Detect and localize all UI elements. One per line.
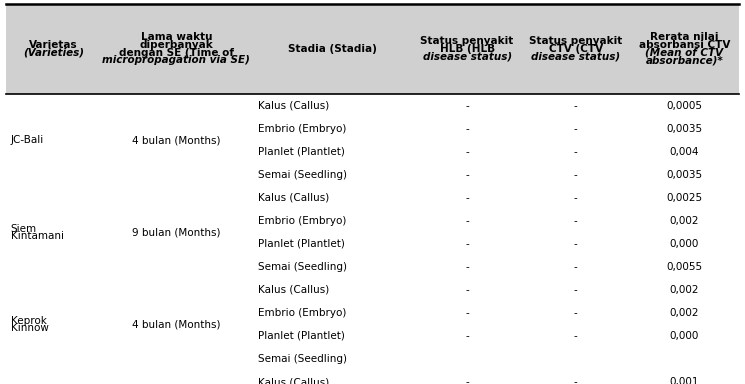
Text: Keprok: Keprok (10, 316, 47, 326)
Text: -: - (574, 124, 577, 134)
Text: -: - (465, 331, 469, 341)
Text: 0,002: 0,002 (670, 216, 699, 226)
Text: -: - (574, 239, 577, 249)
Text: -: - (574, 308, 577, 318)
Text: -: - (574, 193, 577, 203)
Text: 4 bulan (Months): 4 bulan (Months) (132, 135, 221, 145)
Text: -: - (465, 262, 469, 272)
Text: disease status): disease status) (422, 51, 512, 62)
Text: Status penyakit: Status penyakit (420, 36, 514, 46)
Text: Kinnow: Kinnow (10, 323, 48, 333)
Text: -: - (574, 101, 577, 111)
Text: Semai (Seedling): Semai (Seedling) (258, 262, 347, 272)
Text: 0,0005: 0,0005 (667, 101, 703, 111)
Text: -: - (465, 377, 469, 384)
Text: 0,001: 0,001 (670, 377, 699, 384)
Text: Semai (Seedling): Semai (Seedling) (258, 354, 347, 364)
Text: Kintamani: Kintamani (10, 231, 64, 241)
Text: Stadia (Stadia): Stadia (Stadia) (288, 44, 377, 54)
Text: -: - (465, 170, 469, 180)
Text: -: - (465, 147, 469, 157)
Text: -: - (465, 124, 469, 134)
Text: -: - (574, 285, 577, 295)
Text: 0,0035: 0,0035 (666, 124, 703, 134)
Text: (Varieties): (Varieties) (23, 48, 84, 58)
Text: Planlet (Plantlet): Planlet (Plantlet) (258, 239, 345, 249)
Text: diperbanyak: diperbanyak (139, 40, 213, 50)
Text: Kalus (Callus): Kalus (Callus) (258, 285, 329, 295)
Text: -: - (465, 308, 469, 318)
Text: Planlet (Plantlet): Planlet (Plantlet) (258, 331, 345, 341)
Text: Embrio (Embryo): Embrio (Embryo) (258, 308, 346, 318)
Text: Varietas: Varietas (29, 40, 78, 50)
Text: JC-Bali: JC-Bali (10, 135, 44, 145)
Text: -: - (574, 377, 577, 384)
Text: 0,0055: 0,0055 (666, 262, 703, 272)
Text: -: - (465, 193, 469, 203)
Text: 0,000: 0,000 (670, 239, 699, 249)
Text: Kalus (Callus): Kalus (Callus) (258, 193, 329, 203)
Text: Embrio (Embryo): Embrio (Embryo) (258, 124, 346, 134)
Text: -: - (465, 101, 469, 111)
Text: -: - (574, 170, 577, 180)
Text: CTV (CTV: CTV (CTV (548, 44, 603, 54)
Text: Rerata nilai: Rerata nilai (650, 32, 719, 43)
Text: 0,0025: 0,0025 (666, 193, 703, 203)
Text: 4 bulan (Months): 4 bulan (Months) (132, 319, 221, 329)
Text: Embrio (Embryo): Embrio (Embryo) (258, 216, 346, 226)
Text: -: - (465, 239, 469, 249)
Text: micropropagation via SE): micropropagation via SE) (103, 55, 250, 66)
Text: Lama waktu: Lama waktu (141, 32, 212, 43)
Text: 0,002: 0,002 (670, 285, 699, 295)
Text: -: - (465, 285, 469, 295)
Bar (6, 4, 739, 94)
Text: 0,002: 0,002 (670, 308, 699, 318)
Text: -: - (465, 216, 469, 226)
Text: 0,004: 0,004 (670, 147, 699, 157)
Text: absorbansi CTV: absorbansi CTV (638, 40, 730, 50)
Text: -: - (574, 216, 577, 226)
Text: 0,000: 0,000 (670, 331, 699, 341)
Text: -: - (574, 331, 577, 341)
Text: Kalus (Callus): Kalus (Callus) (258, 101, 329, 111)
Text: -: - (574, 147, 577, 157)
Text: Status penyakit: Status penyakit (529, 36, 622, 46)
Text: Siem: Siem (10, 224, 37, 234)
Text: 0,0035: 0,0035 (666, 170, 703, 180)
Text: HLB (HLB: HLB (HLB (440, 44, 495, 54)
Text: Planlet (Plantlet): Planlet (Plantlet) (258, 147, 345, 157)
Text: dengan SE (Time of: dengan SE (Time of (119, 48, 234, 58)
Text: Kalus (Callus): Kalus (Callus) (258, 377, 329, 384)
Text: disease status): disease status) (531, 51, 620, 62)
Text: absorbance)*: absorbance)* (646, 55, 723, 66)
Text: (Mean of CTV: (Mean of CTV (645, 48, 723, 58)
Text: -: - (574, 262, 577, 272)
Text: Semai (Seedling): Semai (Seedling) (258, 170, 347, 180)
Text: 9 bulan (Months): 9 bulan (Months) (132, 227, 221, 237)
